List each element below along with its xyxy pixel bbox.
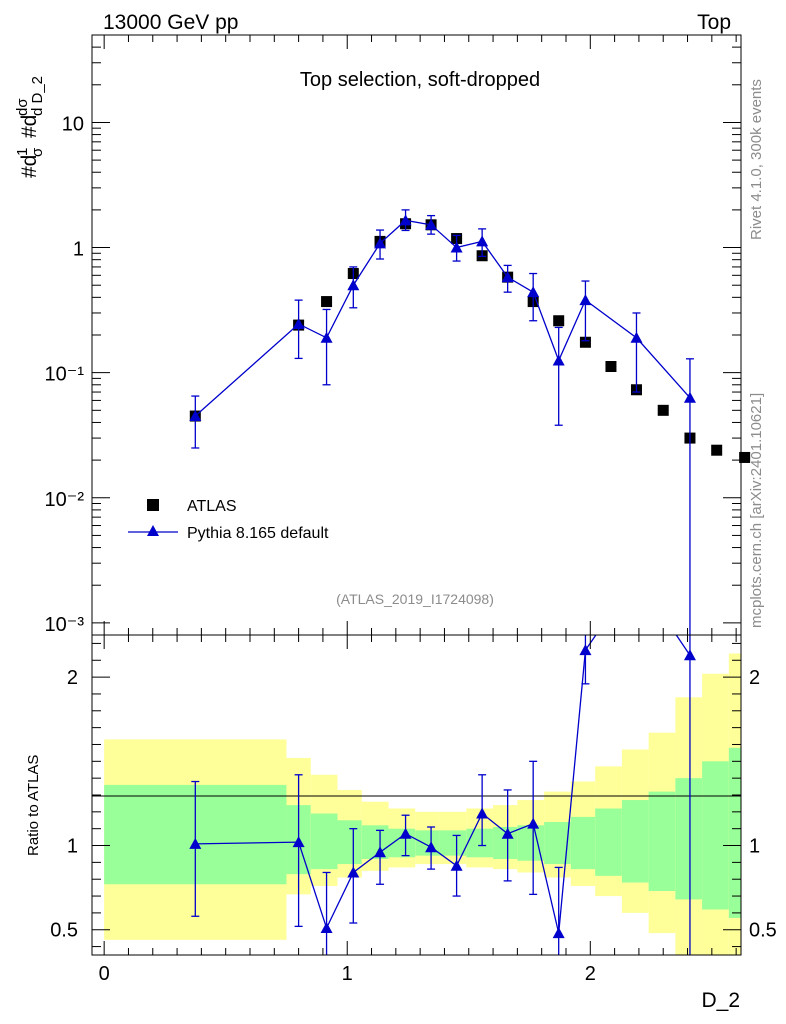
ratio-ticks: 0.5 0.5 1 1 2 2 0 1 2 bbox=[50, 635, 777, 985]
legend-atlas-label: ATLAS bbox=[187, 498, 237, 515]
atlas-data-point bbox=[739, 451, 751, 463]
ratio-data-point bbox=[374, 846, 387, 858]
chart-title: Top selection, soft-dropped bbox=[300, 69, 540, 91]
svg-text:1: 1 bbox=[14, 148, 31, 156]
legend-atlas-marker bbox=[147, 499, 159, 511]
pythia-data-point bbox=[450, 241, 463, 253]
atlas-data-point bbox=[553, 315, 565, 327]
pythia-data-point bbox=[527, 286, 540, 298]
header-energy-label: 13000 GeV pp bbox=[103, 11, 238, 34]
ratio-data-point bbox=[450, 859, 463, 871]
ratio-ylabel: Ratio to ATLAS bbox=[25, 755, 42, 856]
ratio-data-point bbox=[425, 841, 438, 853]
ratio-bands bbox=[104, 653, 741, 955]
ratio-inner-band bbox=[337, 820, 362, 865]
ratio-inner-band bbox=[466, 828, 494, 858]
ratio-inner-band bbox=[595, 808, 622, 876]
svg-text:dσ: dσ bbox=[14, 98, 31, 116]
ratio-data-point bbox=[630, 570, 642, 581]
legend-pythia-marker bbox=[147, 525, 159, 536]
ratio-inner-band bbox=[310, 813, 338, 870]
pythia-data-point bbox=[374, 237, 387, 249]
atlas-data-point bbox=[711, 444, 723, 456]
ratio-ytick-label-left: 2 bbox=[67, 667, 78, 689]
pythia-data-point bbox=[501, 271, 514, 283]
ratio-ytick-label-right: 1 bbox=[749, 836, 760, 858]
ratio-inner-band bbox=[728, 747, 741, 918]
ratio-data-point bbox=[501, 827, 514, 839]
legend: ATLAS Pythia 8.165 default bbox=[128, 498, 329, 542]
xtick-label: 0 bbox=[99, 963, 110, 985]
atlas-data-point bbox=[605, 361, 617, 373]
ratio-data-point bbox=[347, 866, 360, 878]
main-panel: 10 1 10⁻¹ 10⁻² 10⁻³ Top selection, soft-drop… bbox=[14, 34, 751, 636]
pythia-data-point bbox=[320, 331, 333, 343]
main-frame bbox=[91, 34, 742, 636]
header-process-label: Top bbox=[697, 11, 731, 34]
pythia-data-point bbox=[630, 331, 643, 343]
main-ytick-label: 10⁻¹ bbox=[45, 364, 85, 386]
ratio-ytick-label-right: 2 bbox=[749, 667, 760, 689]
ratio-data-point bbox=[579, 644, 592, 656]
pythia-data-point bbox=[552, 354, 565, 366]
ratio-series bbox=[189, 570, 696, 955]
svg-text:#d: #d bbox=[18, 115, 41, 138]
ratio-panel: 0.5 0.5 1 1 2 2 0 1 2 Ratio to ATLAS D_2 bbox=[25, 570, 777, 1012]
pythia-data-point bbox=[476, 235, 489, 247]
ratio-inner-band bbox=[517, 825, 545, 861]
svg-text:#d: #d bbox=[18, 155, 41, 178]
ratio-data-point bbox=[320, 922, 333, 934]
rivet-version-label: Rivet 4.1.0, 300k events bbox=[748, 79, 765, 240]
ratio-ytick-label-left: 1 bbox=[67, 836, 78, 858]
xtick-label: 1 bbox=[342, 963, 353, 985]
ratio-data-point bbox=[552, 927, 565, 939]
ratio-data-point bbox=[189, 837, 202, 849]
svg-text:σ: σ bbox=[29, 147, 46, 157]
source-label: mcplots.cern.ch [arXiv:2401.10621] bbox=[748, 393, 765, 628]
ratio-data-point bbox=[527, 817, 540, 829]
analysis-watermark: (ATLAS_2019_I1724098) bbox=[336, 591, 494, 607]
pythia-data-point bbox=[347, 279, 360, 291]
atlas-data-point bbox=[657, 404, 669, 416]
pythia-data-point bbox=[292, 317, 305, 329]
xaxis-label: D_2 bbox=[701, 989, 740, 1012]
pythia-data-point bbox=[683, 391, 696, 403]
xtick-label: 2 bbox=[585, 963, 596, 985]
pythia-data-point bbox=[189, 410, 202, 422]
atlas-data-point bbox=[321, 296, 333, 308]
main-ytick-label: 10⁻³ bbox=[45, 614, 85, 636]
pythia-line bbox=[194, 219, 691, 417]
ratio-data-point bbox=[399, 827, 412, 839]
svg-text:d D_2: d D_2 bbox=[29, 76, 46, 116]
legend-pythia-label: Pythia 8.165 default bbox=[187, 525, 329, 542]
ratio-ytick-label-left: 0.5 bbox=[50, 920, 78, 942]
ratio-inner-band bbox=[439, 830, 467, 856]
ratio-inner-band bbox=[648, 791, 676, 891]
ratio-data-point bbox=[683, 649, 696, 661]
pythia-data-point bbox=[579, 294, 592, 306]
ratio-inner-band bbox=[702, 761, 729, 910]
main-ytick-label: 10⁻² bbox=[45, 489, 85, 511]
ratio-data-point bbox=[476, 807, 489, 819]
main-ytick-label: 1 bbox=[73, 239, 84, 261]
main-series bbox=[189, 209, 751, 635]
ratio-inner-band bbox=[570, 816, 596, 870]
atlas-data-point bbox=[579, 336, 591, 348]
ratio-ytick-label-right: 0.5 bbox=[749, 920, 777, 942]
pythia-data-point bbox=[399, 214, 412, 226]
ratio-inner-band bbox=[621, 800, 649, 883]
pythia-data-point bbox=[425, 218, 438, 230]
main-ticks: 10 1 10⁻¹ 10⁻² 10⁻³ bbox=[45, 34, 741, 636]
main-ylabel: #d 1 σ #d dσ d D_2 bbox=[14, 76, 46, 178]
ratio-data-point bbox=[292, 836, 305, 848]
main-ytick-label: 10 bbox=[62, 113, 84, 135]
ratio-inner-band bbox=[361, 825, 389, 859]
ratio-inner-band bbox=[675, 778, 703, 900]
